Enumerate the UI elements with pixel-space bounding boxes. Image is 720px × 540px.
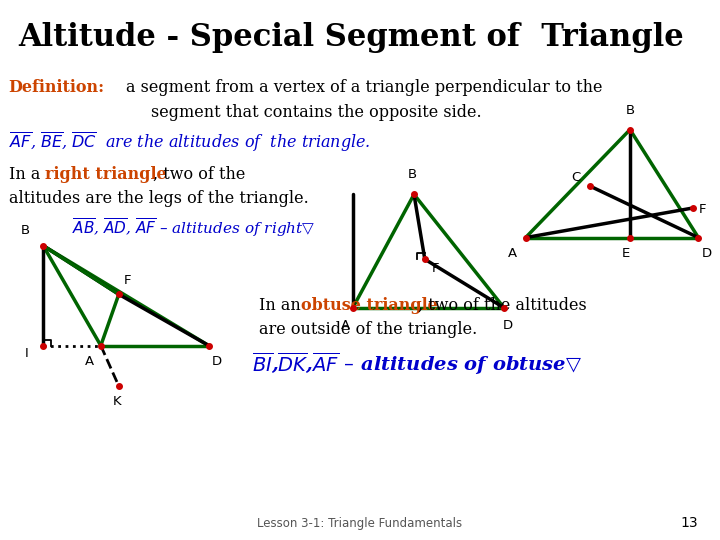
Text: $\overline{AB}$, $\overline{AD}$, $\overline{AF}$ – altitudes of right▽: $\overline{AB}$, $\overline{AD}$, $\over… — [72, 216, 315, 239]
Text: A: A — [341, 319, 350, 332]
Text: are outside of the triangle.: are outside of the triangle. — [259, 321, 477, 338]
Text: I: I — [25, 347, 29, 360]
Text: E: E — [621, 247, 630, 260]
Text: F: F — [698, 203, 706, 216]
Text: F: F — [124, 274, 131, 287]
Text: a segment from a vertex of a triangle perpendicular to the: a segment from a vertex of a triangle pe… — [126, 79, 603, 96]
Text: C: C — [571, 171, 580, 184]
Text: F: F — [432, 262, 439, 275]
Text: 13: 13 — [681, 516, 698, 530]
Text: B: B — [408, 168, 416, 181]
Text: Altitude - Special Segment of  Triangle: Altitude - Special Segment of Triangle — [18, 22, 684, 52]
Text: D: D — [503, 319, 513, 332]
Text: Lesson 3-1: Triangle Fundamentals: Lesson 3-1: Triangle Fundamentals — [258, 517, 462, 530]
Text: , two of the: , two of the — [153, 166, 246, 183]
Text: Definition:: Definition: — [9, 79, 105, 96]
Text: obtuse triangle: obtuse triangle — [301, 297, 438, 314]
Text: B: B — [626, 104, 635, 117]
Text: D: D — [212, 355, 222, 368]
Text: segment that contains the opposite side.: segment that contains the opposite side. — [151, 104, 482, 120]
Text: B: B — [21, 224, 30, 237]
Text: A: A — [508, 247, 517, 260]
Text: $\overline{AF}$, $\overline{BE}$, $\overline{DC}$  are the altitudes of  the tri: $\overline{AF}$, $\overline{BE}$, $\over… — [9, 130, 370, 153]
Text: In a: In a — [9, 166, 45, 183]
Text: A: A — [84, 355, 94, 368]
Text: altitudes are the legs of the triangle.: altitudes are the legs of the triangle. — [9, 190, 308, 207]
Text: In an: In an — [259, 297, 306, 314]
Text: D: D — [702, 247, 712, 260]
Text: K: K — [112, 395, 121, 408]
Text: $\overline{BI}$,$\overline{DK}$,$\overline{AF}$ – altitudes of obtuse▽: $\overline{BI}$,$\overline{DK}$,$\overli… — [252, 350, 582, 377]
Text: right triangle: right triangle — [45, 166, 166, 183]
Text: , two of the altitudes: , two of the altitudes — [418, 297, 586, 314]
